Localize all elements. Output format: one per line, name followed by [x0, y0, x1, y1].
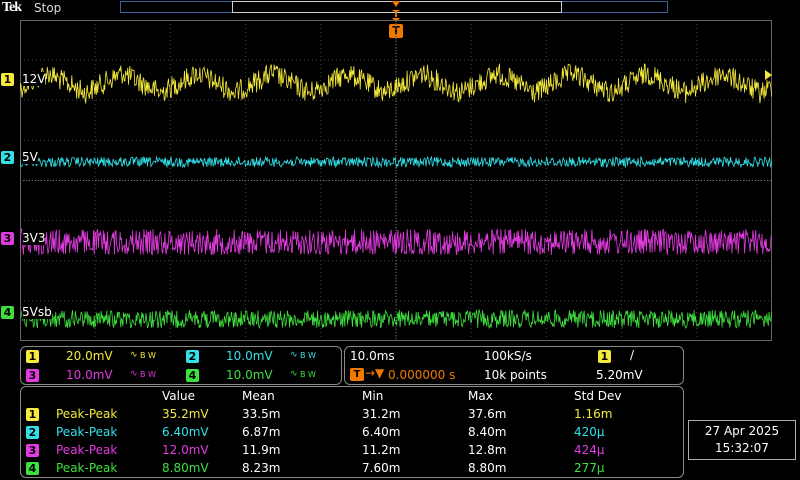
- measurement-header: Min: [362, 389, 384, 403]
- measurement-mean: 8.23m: [242, 461, 281, 475]
- bandwidth-limit-label: B W: [300, 370, 316, 379]
- channel-4-scale[interactable]: 10.0mV: [226, 368, 273, 382]
- bandwidth-limit-icon: ∿: [290, 369, 298, 379]
- channel-2-marker[interactable]: 2: [1, 151, 14, 164]
- channel-1-marker[interactable]: 1: [1, 73, 14, 86]
- measurement-type[interactable]: Peak-Peak: [56, 443, 118, 457]
- trigger-position-badge: T: [350, 368, 364, 381]
- measurement-type[interactable]: Peak-Peak: [56, 425, 118, 439]
- measurement-max: 8.40m: [468, 425, 507, 439]
- timebase-scale: 10.0ms: [350, 349, 395, 363]
- measurement-min: 6.40m: [362, 425, 401, 439]
- waveform-ch2: [20, 155, 772, 169]
- bandwidth-limit-icon: ∿: [290, 350, 298, 360]
- measurement-std: 1.16m: [574, 407, 613, 421]
- bandwidth-limit-icon: ∿: [130, 369, 138, 379]
- measurement-value: 6.40mV: [162, 425, 209, 439]
- measurement-mean: 6.87m: [242, 425, 281, 439]
- channel-4-badge[interactable]: 4: [186, 369, 199, 382]
- channel-3-marker[interactable]: 3: [1, 232, 14, 245]
- trigger-marker[interactable]: T: [389, 24, 403, 38]
- channel-1-label: 12V: [22, 72, 46, 86]
- measurement-min: 11.2m: [362, 443, 401, 457]
- time-label: 15:32:07: [715, 441, 769, 455]
- bandwidth-limit-icon: ∿: [130, 350, 138, 360]
- channel-3-badge[interactable]: 3: [26, 369, 39, 382]
- trigger-slope-icon: /: [630, 348, 635, 362]
- measurement-channel-badge: 4: [26, 462, 39, 475]
- trigger-level-icon[interactable]: [762, 70, 772, 80]
- measurement-mean: 33.5m: [242, 407, 281, 421]
- measurement-max: 12.8m: [468, 443, 507, 457]
- channel-4-marker[interactable]: 4: [1, 306, 14, 319]
- measurement-panel[interactable]: [20, 386, 684, 478]
- measurement-std: 424µ: [574, 443, 605, 457]
- graticule-border: [20, 20, 772, 341]
- measurement-value: 35.2mV: [162, 407, 209, 421]
- measurement-header: Value: [162, 389, 195, 403]
- measurement-min: 31.2m: [362, 407, 401, 421]
- measurement-header: Max: [468, 389, 493, 403]
- measurement-value: 8.80mV: [162, 461, 209, 475]
- svg-text:T: T: [393, 9, 400, 20]
- channel-2-badge[interactable]: 2: [186, 350, 199, 363]
- date-label: 27 Apr 2025: [704, 424, 780, 438]
- measurement-max: 8.80m: [468, 461, 507, 475]
- sample-rate: 100kS/s: [484, 349, 532, 363]
- channel-4-label: 5Vsb: [22, 305, 52, 319]
- waveform-ch4: [20, 308, 772, 330]
- measurement-mean: 11.9m: [242, 443, 281, 457]
- horizontal-settings-panel[interactable]: [344, 346, 684, 385]
- measurement-type[interactable]: Peak-Peak: [56, 407, 118, 421]
- acquisition-status: Stop: [34, 1, 62, 15]
- measurement-min: 7.60m: [362, 461, 401, 475]
- channel-1-badge[interactable]: 1: [26, 350, 39, 363]
- measurement-header: Mean: [242, 389, 275, 403]
- channel-2-label: 5V: [22, 150, 38, 164]
- trigger-level: 5.20mV: [596, 368, 643, 382]
- record-length: 10k points: [484, 368, 547, 382]
- channel-1-scale[interactable]: 20.0mV: [66, 349, 113, 363]
- graticule: [20, 20, 772, 341]
- trigger-source-badge: 1: [598, 350, 611, 363]
- waveform-display[interactable]: [20, 20, 772, 341]
- channel-3-label: 3V3: [22, 231, 46, 245]
- brand-logo: Tek: [2, 0, 22, 15]
- measurement-channel-badge: 3: [26, 444, 39, 457]
- trigger-position: 0.000000 s: [388, 368, 456, 382]
- measurement-channel-badge: 2: [26, 426, 39, 439]
- measurement-max: 37.6m: [468, 407, 507, 421]
- measurement-std: 277µ: [574, 461, 605, 475]
- measurement-channel-badge: 1: [26, 408, 39, 421]
- bandwidth-limit-label: B W: [140, 370, 156, 379]
- channel-2-scale[interactable]: 10.0mV: [226, 349, 273, 363]
- measurement-type[interactable]: Peak-Peak: [56, 461, 118, 475]
- measurement-std: 420µ: [574, 425, 605, 439]
- measurement-value: 12.0mV: [162, 443, 209, 457]
- measurement-header: Std Dev: [574, 389, 622, 403]
- bandwidth-limit-label: B W: [140, 351, 156, 360]
- channel-3-scale[interactable]: 10.0mV: [66, 368, 113, 382]
- waveform-ch3: [20, 227, 772, 256]
- trigger-position-icon[interactable]: T: [389, 0, 403, 22]
- waveform-ch1: [20, 63, 772, 104]
- bandwidth-limit-label: B W: [300, 351, 316, 360]
- date-time-display: 27 Apr 2025 15:32:07: [688, 420, 796, 460]
- trigger-arrow-icon: →▼: [365, 366, 385, 380]
- vertical-settings-panel[interactable]: [20, 346, 342, 385]
